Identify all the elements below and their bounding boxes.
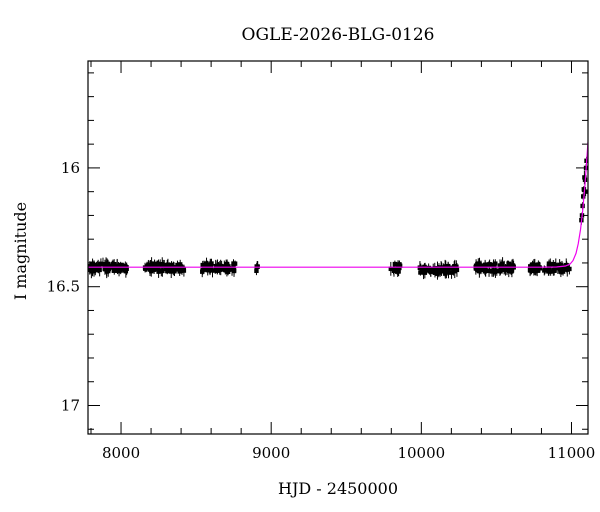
data-point [231,259,236,268]
axis-tick-labels: 8000 9000 10000 11000 16 16.5 17 [47,159,596,462]
data-point [179,264,185,273]
data-point [583,187,588,197]
data-point [582,170,587,185]
x-tick-label: 11000 [548,444,596,462]
data-point [210,263,215,278]
data-point [213,267,218,274]
x-tick-label: 9000 [252,444,290,462]
data-point [149,257,154,270]
model-curve [88,141,588,268]
x-tick-label: 8000 [102,444,140,462]
data-point [551,266,557,276]
data-point [143,265,148,273]
axis-ticks [88,61,588,434]
data-point [392,260,398,268]
data-point [491,259,496,271]
x-tick-label: 10000 [397,444,445,462]
data-point [205,260,210,271]
data-point [200,260,205,270]
data-point [222,265,227,272]
data-point [489,266,495,277]
data-point [165,268,170,275]
chart-title: OGLE-2026-BLG-0126 [242,25,435,45]
data-point [478,260,484,271]
data-point [146,261,151,271]
data-point [160,259,166,270]
data-point [537,264,543,273]
data-point [218,259,223,273]
data-point [124,262,129,276]
data-point [114,264,119,273]
data-point [421,265,426,280]
data-point [95,259,101,273]
y-tick-label: 16.5 [47,278,80,296]
data-point [454,262,460,277]
data-point [225,268,231,276]
data-point [438,266,443,277]
data-point [546,263,552,276]
data-point [473,262,479,275]
data-point [255,261,260,272]
x-axis-label: HJD - 2450000 [278,479,398,498]
data-point [154,265,160,272]
data-point [531,262,537,270]
plot-frame [87,60,589,435]
data-point [231,267,237,275]
data-points [88,156,588,280]
data-point [177,262,182,271]
data-point [121,263,126,273]
y-tick-label: 16 [61,159,80,177]
y-axis-label: I magnitude [11,202,30,300]
data-point [172,266,177,277]
data-point [427,267,432,275]
data-point [388,261,394,276]
plot-area [88,141,588,280]
data-point [435,267,440,277]
data-point [395,268,400,275]
y-tick-label: 17 [61,396,80,414]
